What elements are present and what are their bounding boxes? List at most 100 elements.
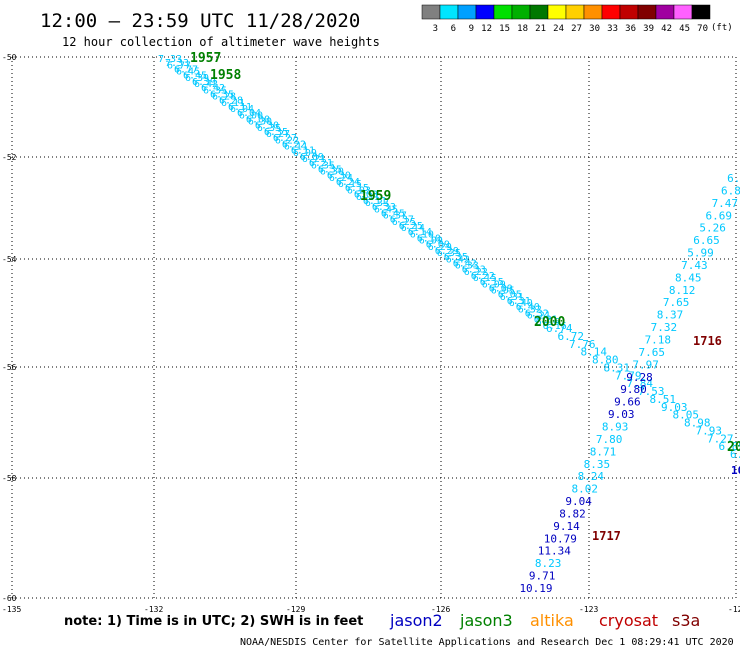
track-b-value: 7.32 bbox=[651, 321, 678, 334]
track-a-value: 7.53 bbox=[638, 385, 665, 398]
track-b-value: 8.02 bbox=[571, 483, 598, 496]
legend-swatch bbox=[673, 4, 693, 20]
satellite-track-b: 6.86.87.476.695.266.655.997.438.458.127.… bbox=[519, 172, 740, 595]
track-a-value: 6.09 bbox=[482, 279, 506, 290]
y-tick-label: -50 bbox=[2, 53, 17, 62]
track-a-value: 6.42 bbox=[194, 79, 218, 90]
track-a-value: 6.10 bbox=[410, 229, 434, 240]
legend-swatch bbox=[475, 4, 495, 20]
axis-tick-labels: -50 -52 -54 -56 -58 -60 -135 -132 -129 -126 -123 -1… bbox=[2, 53, 740, 614]
track-a-value: 9.03 bbox=[661, 401, 688, 414]
track-b-value: 8.37 bbox=[657, 309, 684, 322]
track-a-value: 6.42 bbox=[201, 83, 225, 94]
track-a-value: 6.09 bbox=[419, 236, 443, 247]
track-a-value: 6.89 bbox=[718, 440, 740, 453]
track-b-value: 9.14 bbox=[553, 520, 580, 533]
track-a-value: 6.15 bbox=[480, 277, 504, 288]
track-b-value: 8.45 bbox=[675, 271, 702, 284]
track-a-value: 6.40 bbox=[516, 302, 540, 313]
legend-swatch bbox=[691, 4, 711, 20]
track-a-value: 6.33 bbox=[455, 261, 479, 272]
track-a-value: 6.72 bbox=[557, 330, 584, 343]
legend-label: 21 bbox=[535, 24, 546, 34]
track-a-value: 6.00 bbox=[246, 114, 270, 125]
footer-credit: NOAA/NESDIS Center for Satellite Applica… bbox=[240, 637, 734, 648]
track-a-value: 6.42 bbox=[453, 258, 477, 269]
legend-label: 6 bbox=[451, 24, 456, 34]
track-b-value: 9.04 bbox=[565, 495, 592, 508]
satellite-name: cryosat bbox=[599, 611, 658, 630]
track-a-value: 6.11 bbox=[356, 192, 380, 203]
legend-swatch bbox=[583, 4, 603, 20]
track-a-value: 6.09 bbox=[300, 152, 324, 163]
track-a-value: 6.29 bbox=[435, 246, 459, 257]
track-a-value: 6.30 bbox=[255, 121, 279, 132]
track-b-value: 8.12 bbox=[669, 284, 696, 297]
track-b-value: 9.03 bbox=[608, 408, 635, 421]
track-b-value: 7.65 bbox=[638, 346, 665, 359]
track-b-value: 7.80 bbox=[596, 433, 623, 446]
track-a-value: 6.14 bbox=[408, 227, 432, 238]
track-a-value: 6.05 bbox=[491, 286, 515, 297]
track-b-value: 7.43 bbox=[681, 259, 708, 272]
track-a-value: 6.33 bbox=[462, 265, 486, 276]
track-a-value: 6.11 bbox=[228, 102, 252, 113]
track-a-value: 8.80 bbox=[592, 354, 619, 367]
track-a-value: 7.84 bbox=[626, 377, 653, 390]
legend-swatch bbox=[493, 4, 513, 20]
track-a-value: 6.35 bbox=[257, 123, 281, 134]
track-a-value: 8.98 bbox=[684, 417, 711, 430]
track-b-value: 9.71 bbox=[529, 570, 556, 583]
legend-label: 27 bbox=[571, 24, 582, 34]
track-a-value: 6.09 bbox=[293, 148, 317, 159]
x-tick-label: -135 bbox=[2, 605, 21, 614]
track-a-value: 6.16 bbox=[536, 317, 560, 328]
track-a-value: 6.21 bbox=[534, 315, 558, 326]
legend-label: 39 bbox=[643, 24, 654, 34]
track-a-value: 6.31 bbox=[500, 292, 524, 303]
legend-swatch bbox=[547, 4, 567, 20]
x-tick-label: -132 bbox=[144, 605, 163, 614]
track-a-value: 6.11 bbox=[291, 146, 315, 157]
chart-subtitle: 12 hour collection of altimeter wave hei… bbox=[62, 35, 380, 49]
track-a-value: 6.14 bbox=[401, 223, 425, 234]
track-a-value: 6.33 bbox=[365, 198, 389, 209]
track-b-value: 6.8 bbox=[721, 184, 740, 197]
track-a-value: 7.93 bbox=[695, 424, 722, 437]
track-a-value: 6.15 bbox=[338, 179, 362, 190]
track-a-value: 6.21 bbox=[302, 154, 326, 165]
legend-swatch bbox=[529, 4, 549, 20]
legend-swatch bbox=[655, 4, 675, 20]
track-a-value: 6.21 bbox=[527, 311, 551, 322]
track-a-value: 6.30 bbox=[320, 167, 344, 178]
legend-swatch bbox=[511, 4, 531, 20]
track-a-value: 6.11 bbox=[284, 142, 308, 153]
track-a-value: 6.35 bbox=[444, 252, 468, 263]
track-a-value: 7.76 bbox=[569, 338, 596, 351]
track-a-value: 6.25 bbox=[392, 217, 416, 228]
pass-time-label: 1957 bbox=[190, 51, 221, 66]
track-b-value: 8.93 bbox=[602, 420, 629, 433]
track-a-value: 6.15 bbox=[345, 183, 369, 194]
track-a-value: 6.35 bbox=[311, 160, 335, 171]
track-a-value: 6.09 bbox=[426, 240, 450, 251]
x-tick-label: -123 bbox=[579, 605, 598, 614]
track-a-value: 6.27 bbox=[273, 133, 297, 144]
legend-label: 30 bbox=[589, 24, 600, 34]
track-a-value: 6.35 bbox=[318, 164, 342, 175]
legend-swatch bbox=[421, 4, 441, 20]
track-a-value: 6.22 bbox=[471, 271, 495, 282]
x-tick-label: -126 bbox=[431, 605, 450, 614]
track-a-value: 8.31 bbox=[603, 361, 630, 374]
track-a-value: 7.27 bbox=[707, 432, 734, 445]
track-a-value: 6.45 bbox=[176, 67, 200, 78]
satellite-track-a: 7.337.336.776.776.456.456.396.396.426.42… bbox=[158, 54, 740, 461]
y-tick-label: -56 bbox=[2, 363, 17, 372]
satellite-name: jason3 bbox=[459, 611, 513, 630]
satellite-legend: jason2 jason3 altika cryosat s3a bbox=[389, 611, 700, 630]
legend-swatch bbox=[619, 4, 639, 20]
track-a-value: 6.22 bbox=[275, 135, 299, 146]
track-b-value: 7.97 bbox=[632, 358, 659, 371]
track-b-value: 11.34 bbox=[538, 545, 571, 558]
track-a-value: 6.74 bbox=[546, 322, 573, 335]
